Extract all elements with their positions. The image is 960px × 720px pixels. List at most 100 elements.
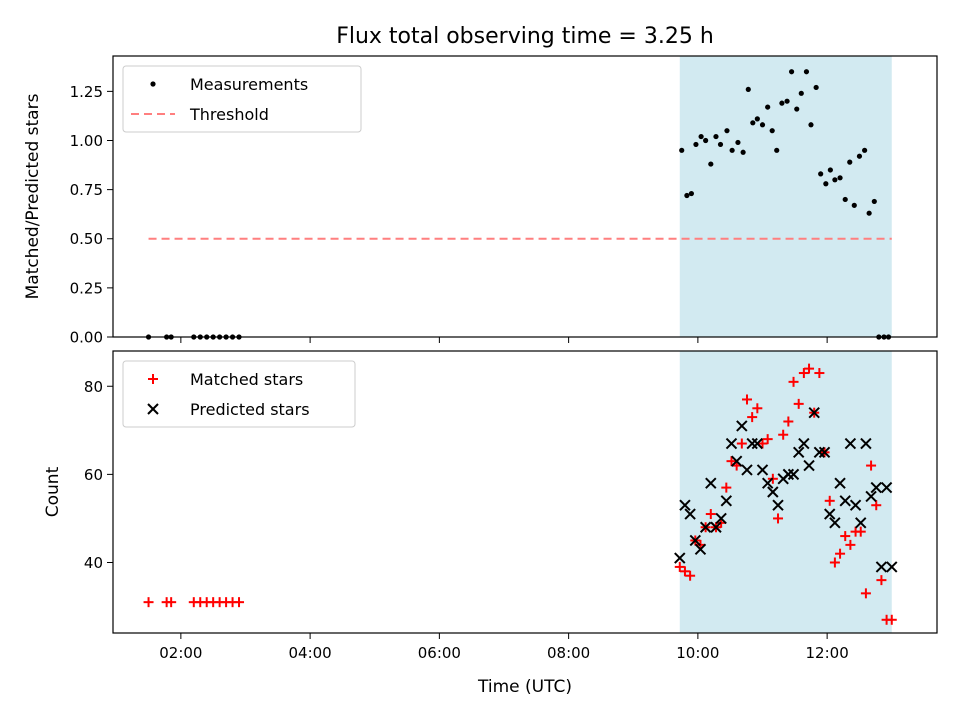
predicted-star-point (880, 481, 893, 494)
x-stroke (875, 561, 888, 573)
measurement-point (713, 133, 719, 140)
matched-star-point (679, 566, 690, 577)
measurement-point (765, 104, 771, 110)
matched-star-point (747, 412, 758, 423)
y-tick-label: 1.25 (70, 83, 103, 101)
predicted-star-point (803, 459, 815, 472)
x-stroke (730, 455, 743, 467)
measurement-point (813, 84, 819, 91)
predicted-star-point (730, 455, 743, 467)
predicted-star-point (808, 406, 820, 419)
matched-star-point (166, 597, 177, 608)
predicted-star-point (746, 437, 758, 450)
measurement-point (818, 171, 824, 177)
matched-star-point (778, 429, 789, 440)
matched-star-point (721, 482, 732, 493)
x-stroke (705, 477, 717, 489)
measurement-point (788, 69, 795, 75)
measurement-point (803, 69, 810, 75)
x-stroke (844, 437, 857, 450)
matched-star-point (824, 495, 835, 506)
predicted-star-point (875, 561, 888, 573)
matched-star-point (804, 363, 815, 374)
x-stroke (751, 437, 764, 450)
measurement-point (784, 98, 790, 104)
measurement-point (823, 181, 829, 187)
matched-star-point (752, 403, 763, 414)
matched-star-point (234, 597, 245, 608)
matched-star-point (845, 539, 856, 550)
matched-star-point (736, 438, 747, 449)
ratio-panel: 0.00 0.25 0.50 0.75 1.00 1.25 Matched/Predict… (23, 55, 938, 347)
ratio-plot-frame (112, 55, 938, 338)
count-panel: 02:00 04:00 06:00 08:00 10:00 12:00 40 60 80 Cou… (43, 350, 938, 662)
x-stroke (834, 477, 846, 489)
x-tick-label: 10:00 (676, 644, 719, 662)
measurement-point (750, 120, 756, 126)
matched-star-point (886, 614, 897, 625)
count-ticks: 02:00 04:00 06:00 08:00 10:00 12:00 40 60 80 (84, 378, 849, 662)
predicted-star-point (684, 508, 696, 520)
x-stroke (736, 420, 748, 432)
x-stroke (865, 490, 877, 503)
predicted-star-point (782, 468, 795, 481)
matched-star-point (876, 575, 887, 586)
y-tick-label: 0.00 (70, 329, 103, 347)
measurement-point (717, 141, 724, 148)
predicted-star-point (865, 490, 877, 503)
measurement-point (779, 100, 785, 106)
matched-star-point (143, 597, 154, 608)
ratio-y-axis-label: Matched/Predicted stars (23, 93, 43, 299)
measurement-point (837, 175, 843, 181)
measurement-point (754, 116, 760, 122)
x-stroke (756, 464, 769, 476)
matched-star-point (871, 500, 882, 511)
x-stroke (715, 512, 727, 525)
measurement-point (847, 159, 853, 165)
y-tick-label: 0.25 (70, 279, 103, 297)
legend-label: Matched stars (190, 370, 303, 389)
matched-star-point (788, 376, 799, 387)
matched-star-point (829, 557, 840, 568)
highlight-band (679, 351, 892, 633)
count-y-axis-label: Count (43, 466, 63, 517)
x-stroke (860, 437, 872, 450)
x-stroke (792, 446, 805, 459)
matched-star-point (840, 531, 851, 542)
predicted-star-point (824, 508, 836, 520)
predicted-star-point (725, 437, 738, 450)
x-stroke (720, 495, 733, 507)
x-stroke (839, 495, 851, 507)
x-stroke (674, 552, 686, 564)
predicted-star-point (674, 552, 686, 564)
predicted-star-point (705, 477, 717, 489)
x-stroke (694, 543, 707, 555)
measurement-point (798, 90, 804, 96)
y-tick-label: 0.50 (70, 230, 103, 248)
x-stroke (746, 437, 758, 450)
predicted-star-point (679, 499, 691, 511)
x-stroke (761, 477, 774, 489)
measurement-point (871, 198, 877, 205)
predicted-star-point (767, 486, 779, 498)
predicted-star-point (715, 512, 727, 525)
predicted-star-point (834, 477, 846, 489)
y-tick-label: 1.00 (70, 132, 103, 150)
predicted-star-point (813, 446, 826, 459)
highlight-band (679, 56, 892, 337)
predicted-star-point (792, 446, 805, 459)
x-stroke (813, 446, 826, 459)
predicted-star-point (720, 495, 733, 507)
measurement-point (769, 128, 775, 134)
predicted-star-point (751, 437, 764, 450)
predicted-star-point (886, 561, 898, 573)
x-stroke (684, 508, 696, 520)
measurement-point (808, 122, 814, 128)
x-stroke (870, 481, 882, 494)
x-stroke (855, 517, 867, 529)
y-tick-label: 0.75 (70, 181, 103, 199)
y-tick-label: 40 (84, 554, 103, 572)
y-tick-label: 60 (84, 466, 103, 484)
measurement-point (684, 192, 690, 199)
predicted-star-point (736, 420, 748, 432)
